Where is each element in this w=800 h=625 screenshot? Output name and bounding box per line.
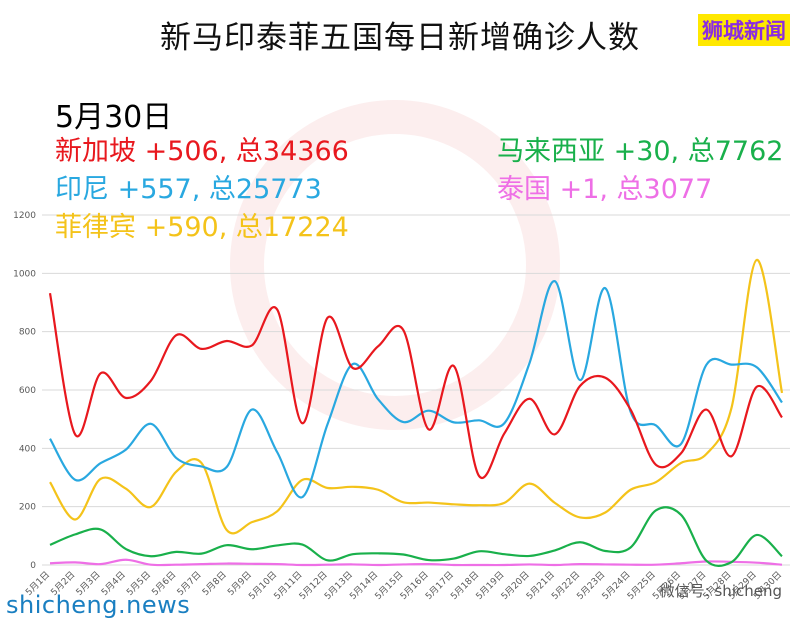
brand-badge: 狮城新闻: [698, 14, 790, 46]
indonesia-series-line: [49, 280, 783, 499]
thailand-series-line: [49, 558, 783, 567]
report-date: 5月30日: [55, 100, 173, 135]
chart-title: 新马印泰菲五国每日新增确诊人数: [160, 20, 640, 56]
singapore-stat: 新加坡 +506, 总34366: [55, 136, 349, 167]
site-footer: shicheng.news: [6, 591, 191, 619]
wechat-id: 微信号: shicheng: [659, 582, 782, 600]
malaysia-series-line: [49, 506, 783, 568]
y-tick-label: 0: [30, 561, 36, 571]
philippines-series-line: [49, 258, 784, 535]
y-tick-label: 1200: [13, 211, 36, 221]
malaysia-stat: 马来西亚 +30, 总7762: [497, 136, 784, 167]
y-tick-label: 800: [19, 328, 36, 338]
y-tick-label: 200: [19, 503, 36, 513]
y-tick-label: 1000: [13, 269, 36, 279]
singapore-series-line: [48, 292, 783, 480]
x-tick-label: 5月8日: [200, 569, 229, 598]
y-tick-label: 600: [19, 386, 36, 396]
y-tick-label: 400: [19, 444, 36, 454]
indonesia-stat: 印尼 +557, 总25773: [55, 174, 322, 205]
thailand-stat: 泰国 +1, 总3077: [497, 174, 713, 205]
philippines-stat: 菲律宾 +590, 总17224: [55, 212, 349, 243]
